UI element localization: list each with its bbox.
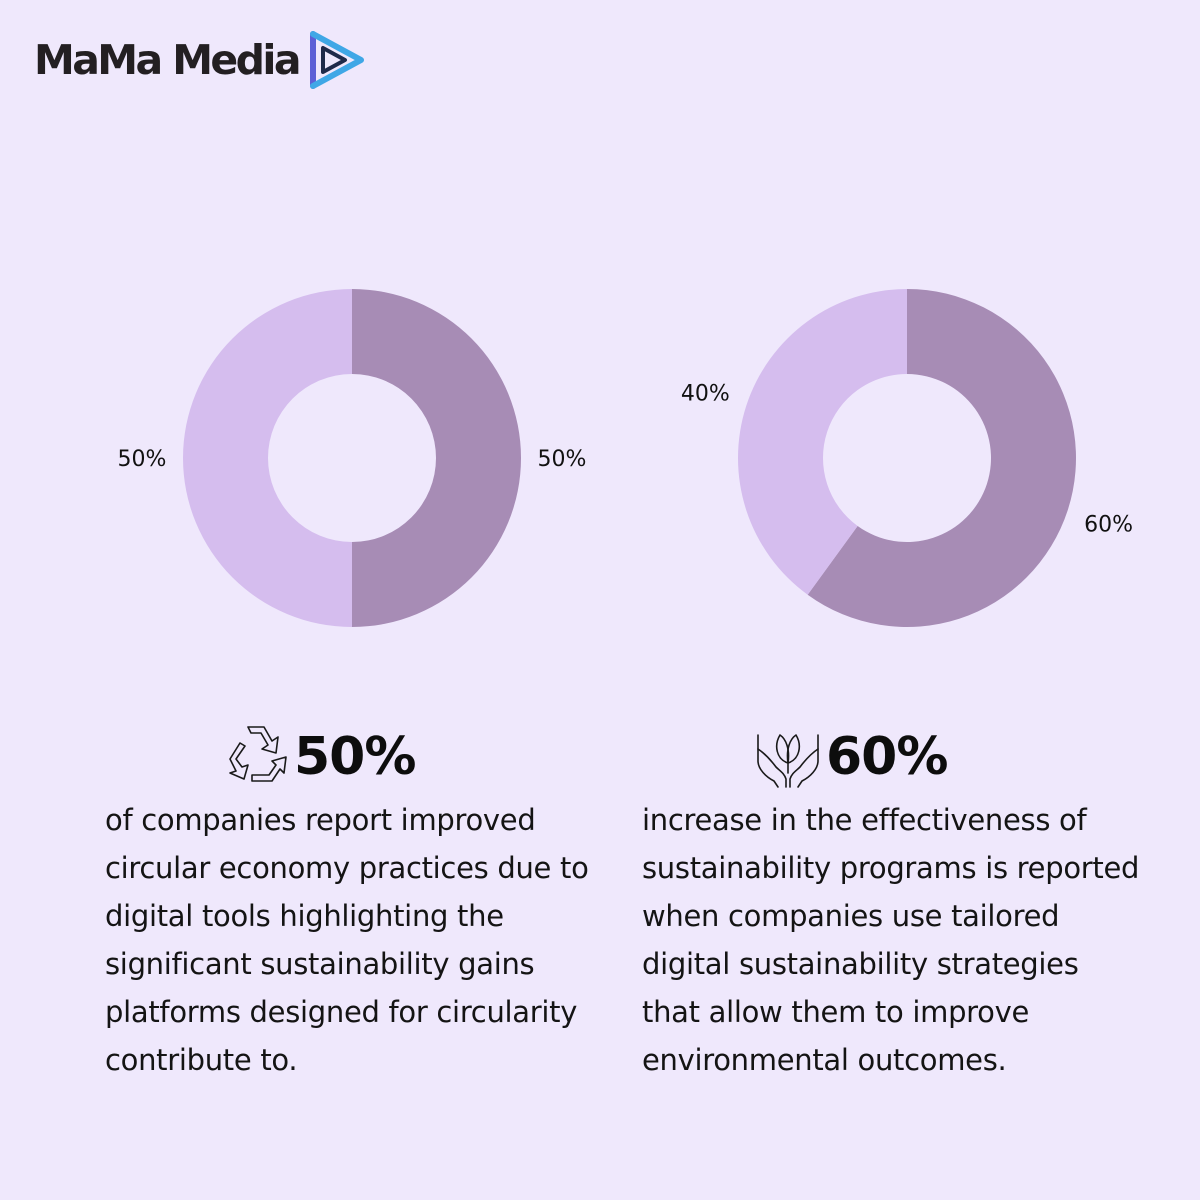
description-line: significant sustainability gains [105,947,535,981]
stat-value: 60% [826,727,948,787]
stat-description: increase in the effectiveness of sustain… [642,796,1139,1084]
play-logo-icon [309,31,364,89]
donut-slice [352,289,521,627]
slice-label: 50% [118,447,167,472]
stat-description: of companies report improved circular ec… [105,796,589,1084]
description-line: of companies report improved [105,803,536,837]
brand-name: MaMa Media [34,35,301,84]
donut-slice [738,289,907,595]
description-line: circular economy practices due to [105,851,589,885]
recycle-icon [229,726,287,782]
donut-charts: 50% 50% 60% 40% [118,289,1133,627]
donut-slice [807,289,1076,627]
donut-chart-program-effectiveness: 60% 40% [681,289,1133,627]
description-line: contribute to. [105,1043,298,1077]
description-line: platforms designed for circularity [105,995,578,1029]
slice-label: 60% [1084,513,1133,538]
slice-label: 40% [681,381,730,406]
hands-leaf-icon [757,734,819,788]
stat-value: 50% [294,727,416,787]
brand-logo: MaMa Media [34,28,367,92]
description-line: sustainability programs is reported [642,851,1140,885]
description-line: when companies use tailored [642,899,1060,933]
donut-slice [183,289,352,627]
description-line: that allow them to improve [642,995,1030,1029]
description-line: environmental outcomes. [642,1043,1007,1077]
stat-circular-economy: 50% [218,712,416,802]
slice-label: 50% [538,447,587,472]
description-line: increase in the effectiveness of [642,803,1087,837]
stat-program-effectiveness: 60% [750,712,948,802]
description-line: digital tools highlighting the [105,899,504,933]
description-line: digital sustainability strategies [642,947,1079,981]
donut-chart-circular-economy: 50% 50% [118,289,587,627]
